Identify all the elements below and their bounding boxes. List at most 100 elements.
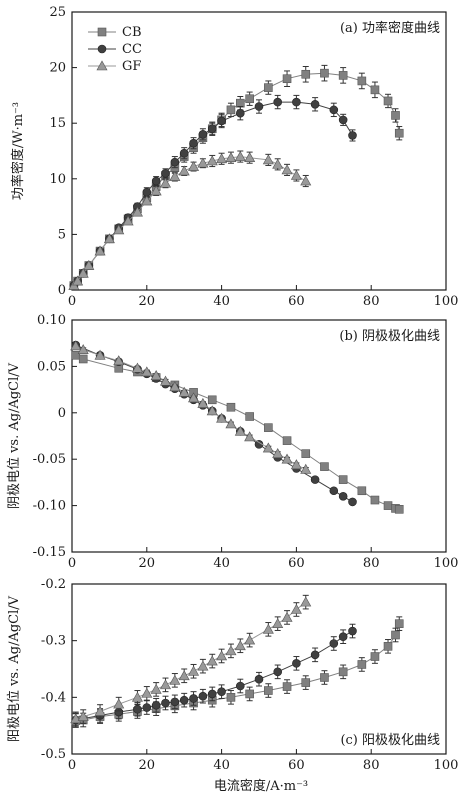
plot-frame — [71, 11, 447, 291]
data-point — [170, 157, 180, 167]
data-point — [170, 697, 180, 707]
data-point — [338, 667, 348, 677]
data-point — [262, 442, 274, 453]
x-tick-label: 60 — [288, 556, 305, 571]
y-tick-label: -0.15 — [33, 545, 66, 560]
data-point — [301, 69, 311, 79]
data-point — [70, 340, 82, 351]
data-point — [122, 215, 134, 226]
legend-label: GF — [122, 59, 141, 74]
data-point — [394, 128, 404, 138]
data-point — [383, 96, 393, 106]
y-tick-label: -0.2 — [41, 577, 66, 592]
data-point — [272, 618, 284, 628]
x-tick-label: 0 — [68, 556, 76, 571]
data-point — [348, 497, 357, 507]
data-point — [301, 678, 311, 687]
data-point — [141, 687, 153, 698]
data-point — [290, 169, 302, 180]
data-point — [225, 152, 237, 162]
series-gf — [70, 594, 312, 727]
y-tick-label: -0.10 — [33, 499, 66, 514]
data-point — [244, 152, 256, 162]
data-point — [151, 700, 161, 710]
data-point — [198, 691, 208, 701]
data-point — [281, 164, 293, 175]
data-point — [383, 642, 393, 651]
data-point — [320, 68, 329, 78]
data-point — [244, 634, 256, 645]
data-point — [301, 449, 311, 458]
x-tick-label: 40 — [213, 556, 230, 571]
legend-marker — [97, 44, 107, 54]
data-point — [357, 486, 367, 496]
data-point — [338, 492, 348, 501]
data-point — [264, 423, 273, 432]
data-point — [264, 83, 273, 92]
chart-panel-1: 0 20 40 60 80 100 0 5 10 15 20 25 功率密度/W·m⁻³ (a) 功率密度… — [10, 5, 458, 309]
data-point — [217, 116, 226, 126]
data-point — [273, 97, 283, 107]
data-point — [383, 501, 393, 510]
x-tick-label: 80 — [363, 556, 380, 571]
series-gf — [70, 340, 312, 474]
data-point — [254, 674, 264, 684]
data-point — [207, 124, 217, 134]
x-tick-label: 20 — [139, 556, 156, 571]
data-point — [370, 495, 380, 505]
data-point — [141, 195, 153, 206]
x-tick-label: 0 — [68, 758, 76, 773]
data-point — [300, 175, 312, 186]
x-tick-label: 0 — [68, 294, 76, 309]
y-tick-label: -0.05 — [33, 452, 66, 467]
data-point — [226, 105, 236, 115]
panel-title: (b) 阴极极化曲线 — [339, 329, 440, 344]
data-point — [188, 392, 200, 403]
data-point — [94, 349, 106, 360]
data-point — [245, 94, 254, 104]
data-point — [216, 650, 228, 661]
data-point — [234, 640, 246, 651]
x-tick-label: 80 — [363, 758, 380, 773]
data-point — [179, 148, 189, 158]
data-point — [281, 453, 293, 464]
data-point — [236, 98, 245, 108]
data-point — [206, 155, 218, 166]
data-point — [150, 185, 162, 196]
data-point — [216, 412, 228, 423]
x-tick-label: 20 — [139, 294, 156, 309]
data-point — [264, 686, 273, 695]
data-point — [178, 670, 190, 681]
data-point — [370, 652, 380, 661]
data-point — [338, 632, 348, 642]
y-tick-label: -0.5 — [41, 747, 66, 762]
data-point — [300, 596, 312, 607]
data-point — [310, 475, 320, 484]
series-line — [75, 345, 307, 470]
data-point — [206, 405, 218, 416]
data-point — [131, 206, 143, 217]
data-point — [329, 486, 339, 496]
data-point — [103, 233, 115, 244]
y-axis-title: 阴极电位 vs. Ag/AgCl/V — [7, 362, 22, 509]
data-point — [329, 639, 339, 648]
data-point — [169, 381, 181, 392]
data-point — [159, 177, 172, 188]
data-point — [273, 667, 283, 677]
data-point — [281, 611, 293, 622]
data-point — [225, 418, 237, 429]
data-point — [290, 603, 302, 614]
data-point — [197, 397, 209, 408]
plot-frame — [71, 583, 447, 755]
y-tick-label: 5 — [58, 227, 66, 242]
data-point — [78, 354, 88, 364]
data-point — [72, 275, 84, 286]
data-point — [189, 138, 198, 148]
series-cb — [69, 64, 404, 290]
data-point — [234, 425, 246, 436]
legend-marker — [96, 60, 108, 71]
y-axis-title: 功率密度/W·m⁻³ — [10, 102, 26, 200]
data-point — [71, 350, 81, 360]
data-point — [282, 682, 292, 691]
data-point — [151, 176, 161, 186]
